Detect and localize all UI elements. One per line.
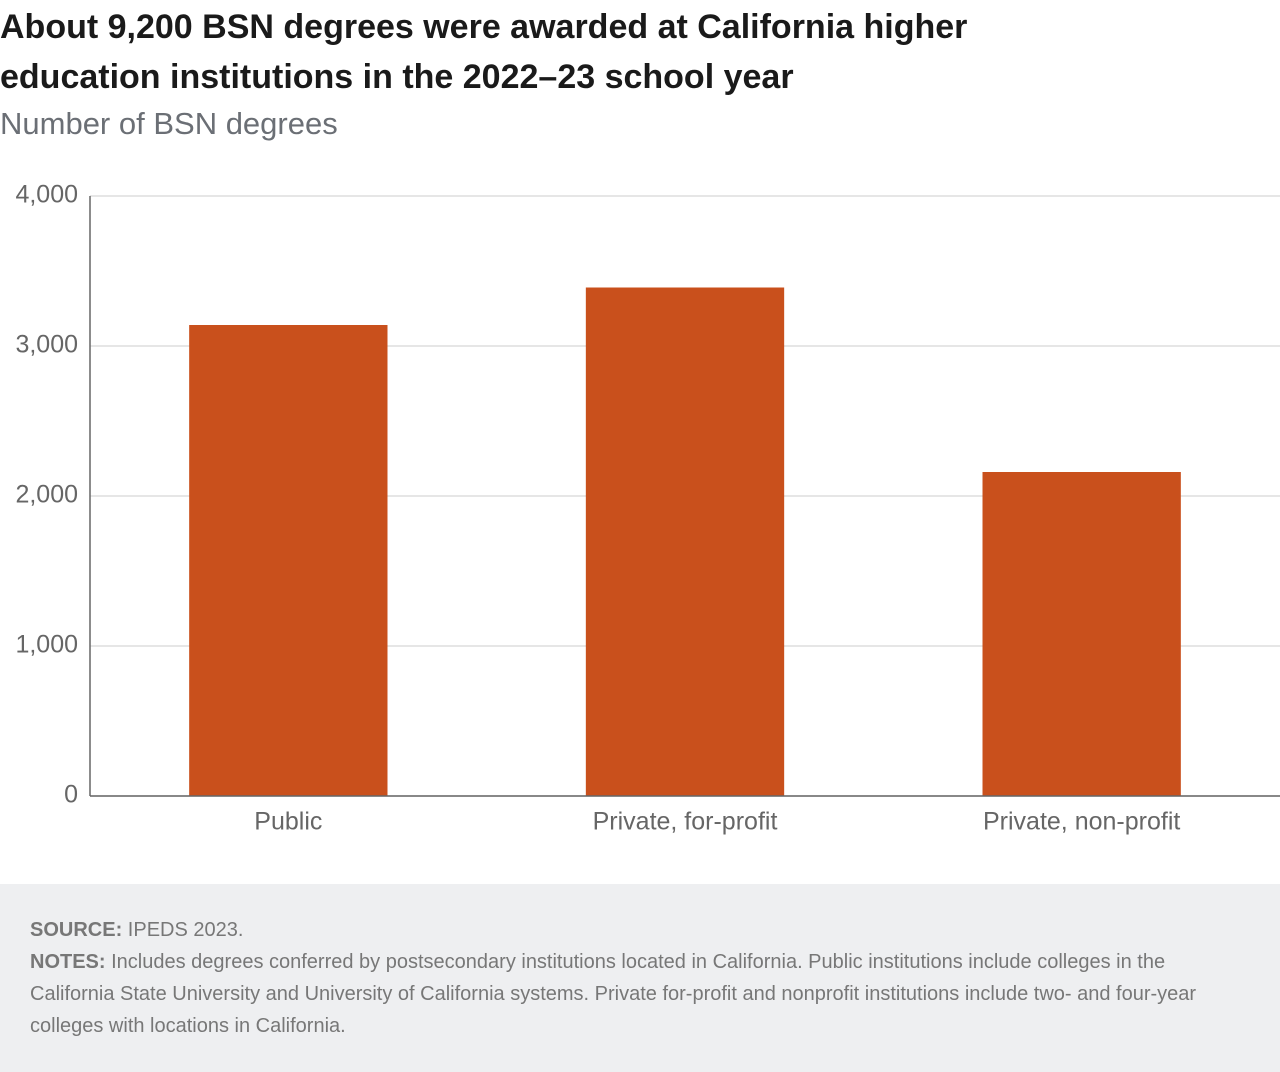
chart-subtitle: Number of BSN degrees	[0, 106, 338, 141]
x-tick-label: Private, for-profit	[593, 808, 778, 836]
y-tick-label: 2,000	[15, 481, 78, 509]
y-tick-label: 0	[64, 781, 78, 809]
footer: SOURCE: IPEDS 2023. NOTES: Includes degr…	[0, 884, 1280, 1072]
chart: 0 1,000 2,000 3,000 4,000 Public Private, for-…	[15, 181, 1280, 836]
x-tick-label: Public	[254, 808, 322, 836]
notes: NOTES: Includes degrees conferred by pos…	[30, 946, 1250, 1042]
chart-title: About 9,200 BSN degrees were awarded at …	[0, 8, 968, 96]
source-text: IPEDS 2023.	[127, 919, 244, 941]
y-tick-label: 4,000	[15, 181, 78, 209]
bar	[982, 472, 1181, 796]
y-tick-label: 1,000	[15, 631, 78, 659]
y-tick-label: 3,000	[15, 331, 78, 359]
notes-label: NOTES:	[30, 951, 106, 973]
x-tick-label: Private, non-profit	[983, 808, 1180, 836]
notes-text: Includes degrees conferred by postsecond…	[30, 951, 1197, 1037]
bar	[585, 287, 785, 796]
bar	[189, 325, 388, 796]
source: SOURCE: IPEDS 2023.	[30, 914, 1250, 946]
source-label: SOURCE:	[30, 919, 123, 941]
